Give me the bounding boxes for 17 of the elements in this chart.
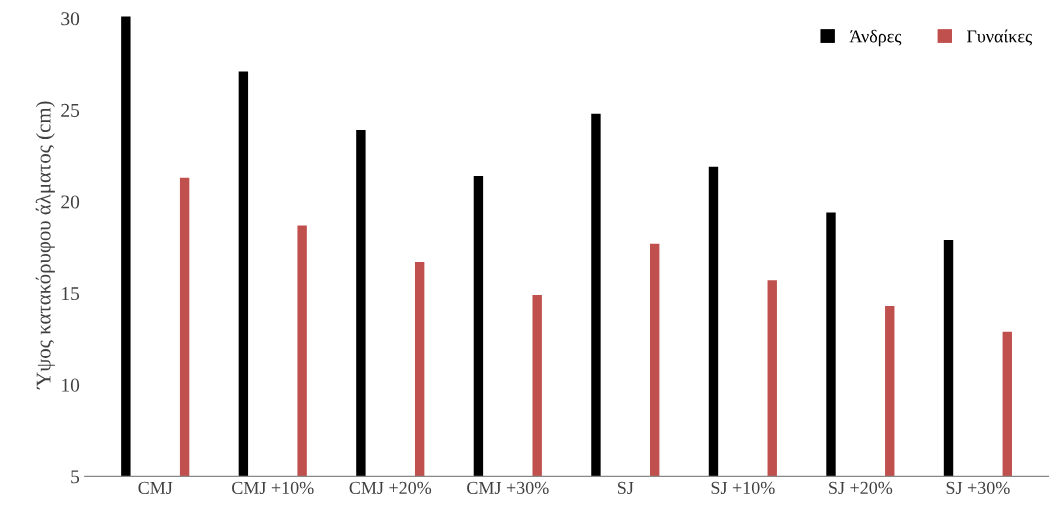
y-axis-title: Ύψος κατακόρυφου άλματος (cm) [35, 101, 55, 390]
x-tick-label: SJ +20% [829, 481, 893, 494]
y-tick-label: 20 [61, 195, 80, 209]
x-tick-label: SJ [618, 481, 634, 494]
x-tick-label: CMJ +30% [467, 481, 549, 494]
x-tick-label: SJ +10% [711, 481, 775, 494]
y-tick-label: 30 [61, 12, 80, 26]
y-tick-label: 10 [62, 378, 80, 392]
legend-label: Γυναίκες [966, 29, 1032, 46]
x-tick-label: CMJ +20% [349, 481, 432, 494]
x-tick-label: CMJ +10% [232, 481, 314, 494]
x-tick-label: CMJ [138, 481, 173, 494]
y-tick-label: 15 [62, 287, 80, 301]
legend-label: Άνδρες [849, 29, 902, 47]
x-tick-label: SJ +30% [946, 481, 1010, 494]
y-tick-label: 5 [71, 470, 80, 484]
y-tick-label: 25 [61, 103, 80, 117]
